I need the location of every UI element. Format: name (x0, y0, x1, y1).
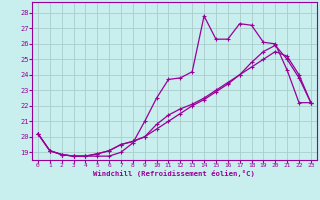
X-axis label: Windchill (Refroidissement éolien,°C): Windchill (Refroidissement éolien,°C) (93, 170, 255, 177)
